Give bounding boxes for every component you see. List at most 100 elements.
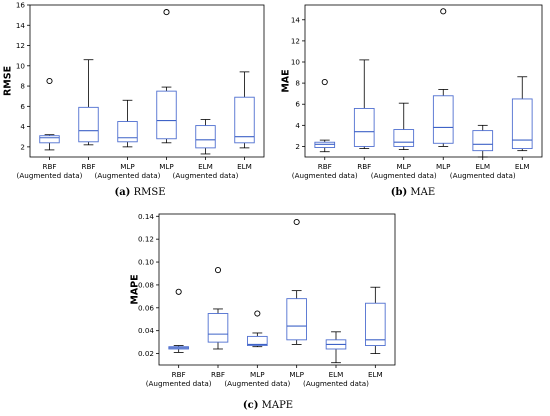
y-tick-label: 16: [16, 1, 26, 10]
x-tick-label-sub: (Augmented data): [292, 171, 358, 180]
plot-frame: [29, 4, 265, 158]
x-tick-label: RBF: [172, 370, 186, 379]
box-1: [168, 288, 189, 353]
x-tick-label: ELM: [515, 162, 530, 171]
iqr-box: [156, 90, 177, 140]
iqr-box: [207, 313, 229, 343]
iqr-box: [365, 302, 386, 347]
y-tick-label: 12: [16, 41, 25, 50]
y-tick-label: 0.10: [138, 258, 154, 267]
box-2: [207, 267, 229, 350]
y-tick-label: 8: [20, 82, 25, 91]
y-tick-label: 2: [20, 142, 25, 151]
box-6: [511, 76, 533, 152]
x-tick-label: MLP: [120, 162, 135, 171]
x-tick-label: MLP: [289, 370, 304, 379]
iqr-box: [511, 98, 533, 150]
box-5: [472, 124, 494, 158]
y-tick-label: 4: [20, 122, 25, 131]
y-tick-label: 0.04: [138, 326, 154, 335]
x-tick-label-sub: (Augmented data): [95, 171, 161, 180]
x-tick-label-sub: (Augmented data): [450, 171, 516, 180]
x-tick-label-sub: (Augmented data): [17, 171, 83, 180]
iqr-box: [353, 107, 375, 147]
y-axis-label: MAE: [281, 69, 292, 92]
x-tick-label-sub: (Augmented data): [371, 171, 437, 180]
box-4: [286, 218, 307, 345]
iqr-box: [247, 335, 268, 347]
y-tick-label: 10: [291, 58, 301, 67]
y-tick-label: 0.06: [138, 303, 154, 312]
x-tick-label-sub: (Augmented data): [146, 379, 212, 388]
iqr-box: [472, 130, 494, 152]
x-tick-label: MLP: [250, 370, 265, 379]
outlier-point: [321, 79, 328, 86]
box-5: [325, 331, 347, 364]
y-tick-label: 0.12: [138, 235, 154, 244]
x-tick-label: RBF: [211, 370, 225, 379]
box-5: [195, 119, 216, 155]
y-tick-label: 12: [291, 36, 300, 45]
y-axis-label: RMSE: [3, 66, 14, 96]
caption-text: MAPE: [258, 400, 293, 411]
x-tick-label: ELM: [329, 370, 344, 379]
panel-caption: (c) MAPE: [243, 400, 293, 411]
box-3: [393, 102, 415, 151]
y-tick-label: 8: [295, 79, 300, 88]
caption-text: RMSE: [130, 187, 165, 198]
box-3: [247, 310, 268, 348]
outlier-point: [214, 267, 222, 274]
caption-letter: (b): [391, 187, 407, 198]
outlier-point: [293, 218, 300, 226]
x-tick-label-sub: (Augmented data): [224, 379, 290, 388]
x-tick-label-sub: (Augmented data): [303, 379, 369, 388]
iqr-box: [432, 95, 454, 144]
y-tick-label: 14: [16, 21, 26, 30]
x-tick-label: MLP: [396, 162, 411, 171]
y-tick-label: 0.02: [138, 349, 154, 358]
outlier-point: [46, 77, 53, 85]
iqr-box: [286, 298, 307, 341]
y-tick-label: 14: [291, 15, 301, 24]
x-tick-label: MLP: [436, 162, 451, 171]
box-2: [353, 59, 375, 149]
outlier-point: [163, 9, 170, 16]
plot-frame: [158, 213, 396, 366]
outlier-point: [440, 8, 447, 15]
box-1: [314, 79, 336, 153]
box-3: [117, 99, 138, 148]
x-tick-label: ELM: [475, 162, 490, 171]
y-tick-label: 10: [16, 61, 26, 70]
x-tick-label-sub: (Augmented data): [173, 171, 239, 180]
x-tick-label: RBF: [42, 162, 56, 171]
box-1: [39, 77, 60, 151]
x-tick-label: RBF: [318, 162, 332, 171]
y-axis-label: MAPE: [130, 274, 141, 304]
y-tick-label: 6: [20, 102, 25, 111]
box-4: [432, 8, 454, 147]
iqr-box: [234, 96, 255, 144]
x-tick-label: MLP: [159, 162, 174, 171]
caption-letter: (c): [243, 400, 259, 411]
iqr-box: [78, 106, 99, 143]
y-tick-label: 0.08: [138, 280, 154, 289]
y-tick-label: 6: [295, 100, 300, 109]
outlier-point: [175, 288, 182, 295]
panel-caption: (a) RMSE: [114, 187, 165, 198]
outlier-point: [254, 310, 261, 317]
box-4: [156, 9, 177, 144]
box-6: [365, 286, 386, 354]
x-tick-label: ELM: [237, 162, 252, 171]
iqr-box: [117, 121, 138, 143]
panel-caption: (b) MAE: [391, 187, 435, 198]
y-tick-label: 0.14: [138, 212, 154, 221]
y-tick-label: 4: [295, 121, 300, 130]
caption-letter: (a): [114, 187, 130, 198]
iqr-box: [39, 135, 60, 144]
iqr-box: [393, 129, 415, 147]
x-tick-label: RBF: [357, 162, 371, 171]
caption-text: MAE: [407, 187, 435, 198]
